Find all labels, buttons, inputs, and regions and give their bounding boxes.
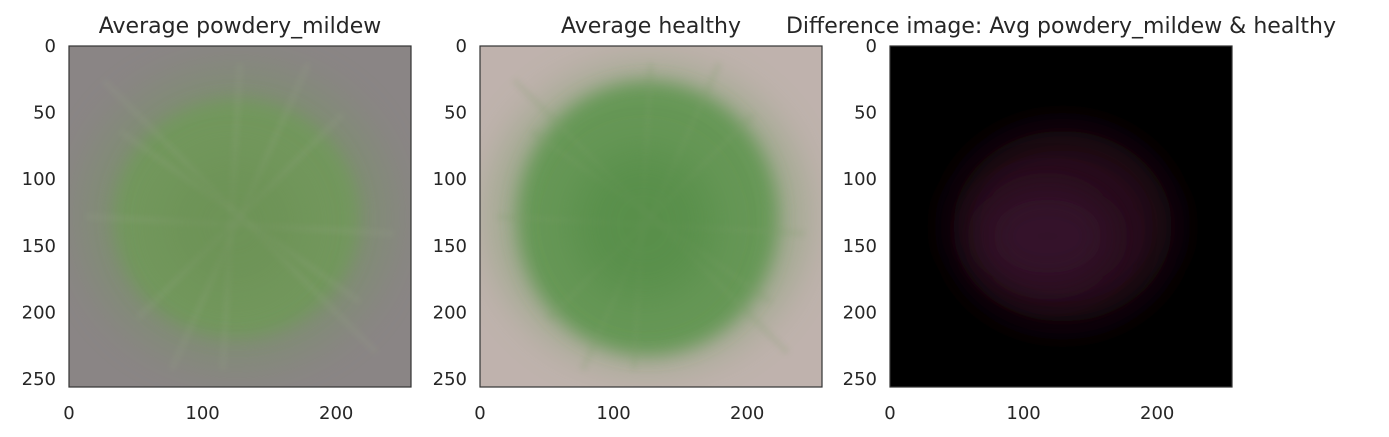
y-tick-label: 250 <box>843 369 877 390</box>
y-tick-label: 250 <box>22 369 56 390</box>
y-tick-label: 0 <box>45 36 56 57</box>
difference-blob-core <box>979 185 1116 288</box>
y-tick-label: 0 <box>456 36 467 57</box>
y-tick-label: 50 <box>33 103 56 124</box>
axes-frame <box>889 45 1233 388</box>
panel-title: Difference image: Avg powdery_mildew & h… <box>786 14 1336 39</box>
y-tick-label: 200 <box>22 302 56 323</box>
y-tick-label: 200 <box>433 302 467 323</box>
x-tick-label: 100 <box>596 403 630 424</box>
x-tick-label: 0 <box>884 403 895 424</box>
y-tick-label: 150 <box>433 236 467 257</box>
y-tick-label: 150 <box>843 236 877 257</box>
y-tick-label: 250 <box>433 369 467 390</box>
x-tick-label: 200 <box>1140 403 1174 424</box>
panel-3: Difference image: Avg powdery_mildew & h… <box>786 14 1336 424</box>
y-tick-label: 200 <box>843 302 877 323</box>
axes-frame <box>479 45 823 388</box>
image-area <box>69 46 411 387</box>
x-tick-label: 200 <box>319 403 353 424</box>
y-tick-label: 100 <box>22 169 56 190</box>
leaf-core <box>572 149 716 300</box>
y-tick-label: 50 <box>854 103 877 124</box>
panel-1: Average powdery_mildew 0 100 200 0 50 100 150 20… <box>22 14 412 424</box>
x-tick-label: 100 <box>1006 403 1040 424</box>
x-tick-label: 100 <box>185 403 219 424</box>
y-tick-label: 50 <box>444 103 467 124</box>
axes-frame <box>68 45 412 388</box>
y-tick-label: 150 <box>22 236 56 257</box>
image-area <box>480 46 822 387</box>
panel-2: Average healthy 0 100 200 0 50 100 150 200 250 <box>433 14 823 424</box>
y-tick-label: 100 <box>433 169 467 190</box>
panel-title: Average powdery_mildew <box>99 14 381 39</box>
y-tick-label: 100 <box>843 169 877 190</box>
x-tick-label: 200 <box>730 403 764 424</box>
x-tick-label: 0 <box>474 403 485 424</box>
panel-title: Average healthy <box>561 14 741 39</box>
x-tick-label: 0 <box>63 403 74 424</box>
y-tick-label: 0 <box>866 36 877 57</box>
leaf-core <box>164 158 301 290</box>
image-area <box>890 46 1232 387</box>
